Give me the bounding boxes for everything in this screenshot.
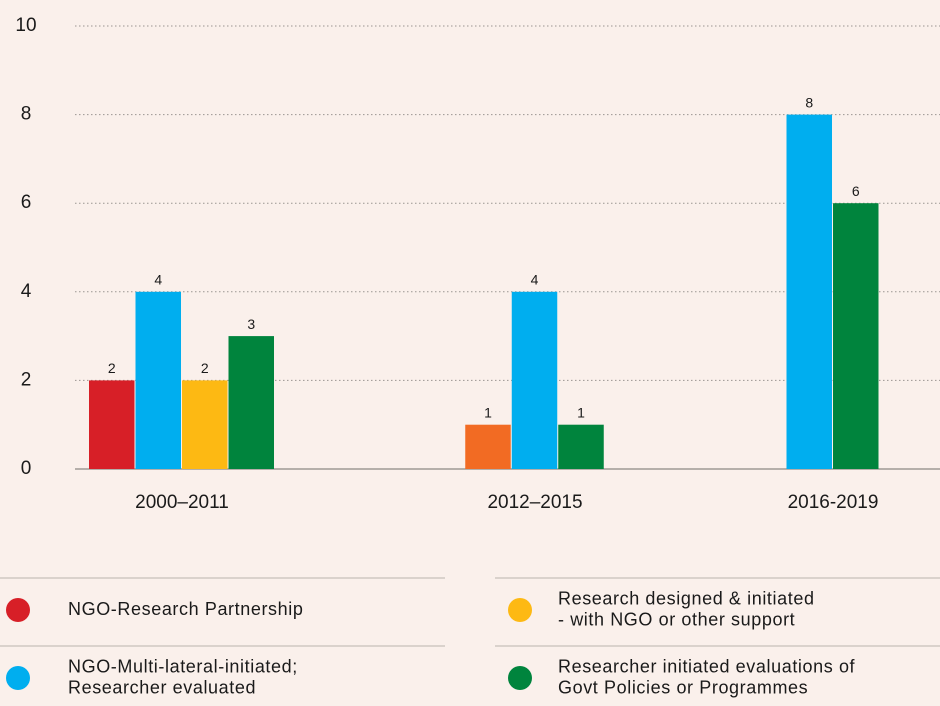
y-tick-label: 4 [21, 281, 32, 302]
bar [786, 114, 832, 469]
y-tick-label: 0 [21, 458, 32, 479]
value-label: 8 [805, 94, 813, 110]
y-tick-label: 6 [21, 192, 32, 213]
legend-line: NGO-Research Partnership [68, 599, 303, 619]
legend-line: NGO-Multi-lateral-initiated; [68, 656, 298, 676]
value-label: 4 [154, 272, 162, 288]
legend-line: Govt Policies or Programmes [558, 677, 808, 697]
value-label: 6 [852, 183, 860, 199]
legend-line: Researcher initiated evaluations of [558, 656, 856, 676]
bar [135, 291, 181, 469]
legend-label: Researcher initiated evaluations of Govt … [558, 656, 856, 697]
value-label: 1 [484, 404, 492, 420]
bar [465, 424, 511, 469]
value-label: 1 [577, 404, 585, 420]
y-tick-label: 10 [15, 15, 36, 36]
value-label: 2 [201, 360, 209, 376]
legend-swatch [6, 598, 30, 622]
legend-line: Research designed & initiated [558, 588, 815, 608]
bar [511, 291, 558, 469]
bar [89, 380, 135, 469]
x-tick-label: 2000–2011 [135, 492, 229, 513]
y-tick-label: 2 [21, 369, 32, 390]
bar [833, 203, 879, 469]
x-tick-label: 2012–2015 [487, 492, 582, 513]
bar [558, 424, 604, 469]
legend-line: - with NGO or other support [558, 609, 795, 629]
legend-swatch [508, 666, 532, 690]
value-label: 3 [247, 316, 255, 332]
legend-swatch [6, 666, 30, 690]
legend-swatch [508, 598, 532, 622]
bar [228, 336, 274, 469]
legend-line: Researcher evaluated [68, 677, 256, 697]
legend-label: NGO-Multi-lateral-initiated; Researcher e… [68, 656, 298, 697]
legend-label: NGO-Research Partnership [68, 599, 303, 619]
bar [182, 380, 228, 469]
value-label: 4 [531, 272, 539, 288]
x-tick-label: 2016-2019 [788, 492, 879, 513]
value-label: 2 [108, 360, 116, 376]
y-tick-label: 8 [21, 104, 32, 125]
legend-label: Research designed & initiated - with NGO … [558, 588, 815, 629]
